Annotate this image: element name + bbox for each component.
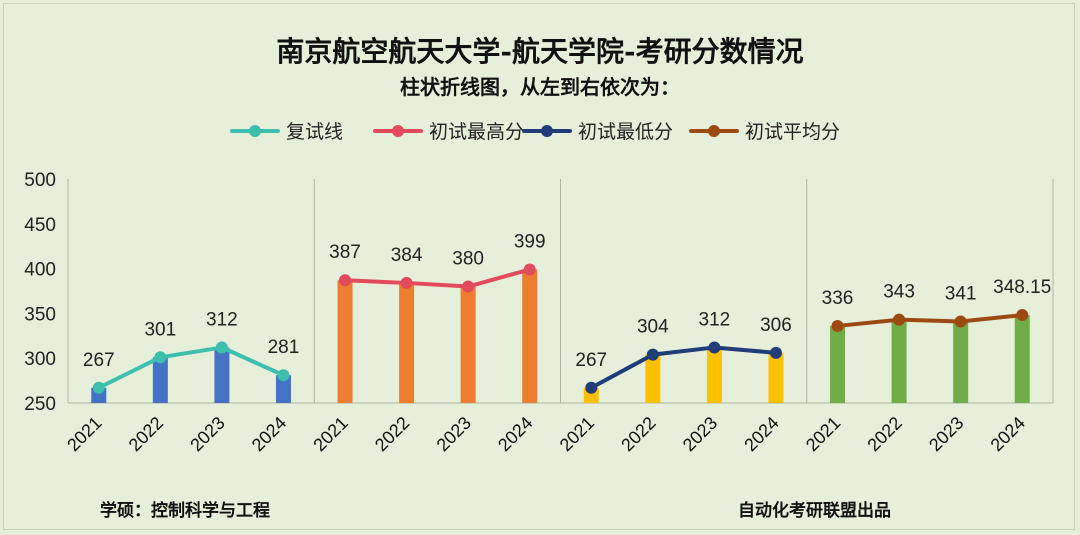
y-tick-label-3: 400	[24, 260, 56, 281]
data-label-0-3: 281	[268, 337, 300, 358]
legend-marker-3	[708, 125, 720, 137]
bar-1-0	[337, 280, 353, 403]
legend-marker-2	[541, 125, 553, 137]
y-tick-label-5: 500	[24, 170, 56, 191]
point-3-0	[831, 319, 844, 332]
data-label-3-2: 341	[945, 283, 977, 304]
x-tick-label-3-2: 2023	[925, 413, 967, 455]
x-tick-label-1-0: 2021	[309, 413, 351, 455]
series-line-2	[589, 345, 778, 390]
bar-0-3	[275, 375, 291, 403]
legend-marker-0	[249, 125, 261, 137]
point-0-0	[92, 381, 105, 394]
series-line-3	[835, 313, 1025, 328]
point-3-3	[1016, 309, 1029, 322]
bar-0-2	[214, 347, 230, 403]
point-2-2	[708, 341, 721, 354]
legend-label-3: 初试平均分	[745, 121, 840, 143]
data-label-3-3: 348.15	[993, 277, 1051, 298]
data-label-1-0: 387	[329, 242, 361, 263]
legend-label-1: 初试最高分	[429, 121, 524, 143]
point-3-2	[954, 315, 967, 328]
data-label-1-2: 380	[452, 249, 484, 270]
data-label-0-1: 301	[144, 319, 176, 340]
bar-2-1	[645, 354, 661, 403]
x-tick-label-2-3: 2024	[740, 413, 782, 455]
chart-frame: 南京航空航天大学-航天学院-考研分数情况 柱状折线图，从左到右依次为： 复试线 初…	[3, 3, 1075, 530]
chart-title: 南京航空航天大学-航天学院-考研分数情况	[276, 35, 803, 68]
point-1-2	[462, 280, 475, 293]
point-2-1	[646, 348, 659, 361]
point-1-3	[523, 263, 536, 276]
legend-marker-1	[392, 125, 404, 137]
x-tick-label-1-3: 2024	[494, 413, 536, 455]
x-tick-label-3-0: 2021	[802, 413, 844, 455]
y-tick-label-2: 350	[24, 304, 56, 325]
point-0-2	[215, 341, 228, 354]
point-0-3	[277, 369, 290, 382]
bar-1-2	[460, 286, 476, 403]
x-tick-label-3-1: 2022	[863, 413, 905, 455]
point-2-3	[769, 346, 782, 359]
x-tick-label-2-1: 2022	[617, 413, 659, 455]
y-tick-label-1: 300	[24, 349, 56, 370]
data-label-2-0: 267	[575, 350, 607, 371]
point-3-1	[893, 313, 906, 326]
chart-canvas: 南京航空航天大学-航天学院-考研分数情况 柱状折线图，从左到右依次为： 复试线 初…	[24, 35, 1054, 521]
x-tick-label-3-3: 2024	[987, 413, 1029, 455]
bar-1-1	[399, 282, 415, 403]
point-1-1	[400, 276, 413, 289]
x-tick-label-0-2: 2023	[186, 413, 228, 455]
x-tick-label-1-2: 2023	[433, 413, 475, 455]
bar-3-0	[830, 325, 846, 403]
data-label-0-2: 312	[206, 309, 238, 330]
chart-plot-area: 267 2021 301 2022 312 2023 281 2024 387 2021 384 20…	[63, 231, 1051, 455]
bar-3-3	[1014, 315, 1030, 403]
bar-3-1	[891, 319, 907, 403]
x-tick-label-0-3: 2024	[248, 413, 290, 455]
bar-1-3	[522, 269, 538, 403]
footer-left-text: 学硕：控制科学与工程	[100, 500, 270, 521]
bar-2-3	[768, 352, 784, 403]
x-tick-label-0-1: 2022	[125, 413, 167, 455]
data-label-1-1: 384	[391, 245, 423, 266]
point-0-1	[154, 351, 167, 364]
legend-label-0: 复试线	[286, 121, 343, 143]
data-label-3-0: 336	[822, 288, 854, 309]
data-label-3-1: 343	[883, 282, 915, 303]
bar-3-2	[953, 321, 969, 403]
series-line-1	[343, 267, 532, 289]
legend-label-2: 初试最低分	[578, 121, 673, 143]
chart-subtitle: 柱状折线图，从左到右依次为：	[400, 75, 680, 99]
bar-2-2	[706, 347, 722, 403]
x-tick-label-1-1: 2022	[371, 413, 413, 455]
data-label-2-1: 304	[637, 317, 669, 338]
x-tick-label-2-0: 2021	[556, 413, 598, 455]
bar-0-1	[152, 357, 168, 403]
data-label-2-3: 306	[760, 315, 792, 336]
y-tick-label-0: 250	[24, 394, 56, 415]
point-1-0	[339, 274, 352, 287]
chart-axes: 250 300 350 400 450 500	[24, 170, 1054, 415]
x-tick-label-0-0: 2021	[63, 413, 105, 455]
point-2-0	[585, 381, 598, 394]
footer-right-text: 自动化考研联盟出品	[738, 500, 891, 521]
data-label-1-3: 399	[514, 231, 546, 252]
data-label-0-0: 267	[83, 350, 115, 371]
y-tick-label-4: 450	[24, 215, 56, 236]
data-label-2-2: 312	[699, 309, 731, 330]
chart-legend: 复试线 初试最高分 初试最低分 初试平均分	[230, 121, 840, 143]
series-line-0	[96, 345, 286, 390]
x-tick-label-2-2: 2023	[679, 413, 721, 455]
